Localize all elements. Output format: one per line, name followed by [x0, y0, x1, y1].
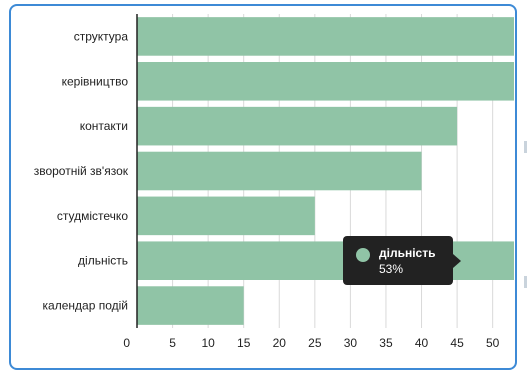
x-tick-label: 45	[450, 336, 464, 350]
x-tick-label: 40	[415, 336, 429, 350]
tooltip-value: 53%	[379, 262, 404, 276]
tooltip-swatch	[356, 248, 370, 262]
bar	[137, 196, 315, 236]
bar-chart: структура керівництво контакти зворотній зв…	[34, 14, 514, 350]
bar-tooltip: дільність 53%	[343, 236, 461, 285]
category-label: зворотній зв'язок	[34, 164, 129, 178]
category-label: керівництво	[62, 74, 129, 88]
x-tick-label: 25	[308, 336, 322, 350]
edge-marker	[524, 141, 527, 153]
bar	[137, 17, 514, 56]
bar	[137, 61, 514, 101]
edge-marker	[524, 276, 527, 288]
x-tick-label: 50	[486, 336, 500, 350]
bar	[137, 106, 458, 146]
x-tick-label: 15	[237, 336, 251, 350]
tooltip-category: дільність	[379, 246, 436, 260]
category-label: студмістечко	[57, 209, 128, 223]
x-tick-label: 20	[273, 336, 287, 350]
category-label: контакти	[80, 119, 128, 133]
category-label: структура	[74, 29, 129, 43]
x-tick-label: 10	[201, 336, 215, 350]
x-tick-label: 5	[169, 336, 176, 350]
category-label: дільність	[78, 254, 128, 268]
category-label: календар подій	[43, 299, 128, 313]
x-tick-label: 30	[344, 336, 358, 350]
x-tick-label: 0	[123, 336, 130, 350]
bar	[137, 286, 244, 325]
bar	[137, 151, 422, 191]
x-tick-label: 35	[379, 336, 393, 350]
